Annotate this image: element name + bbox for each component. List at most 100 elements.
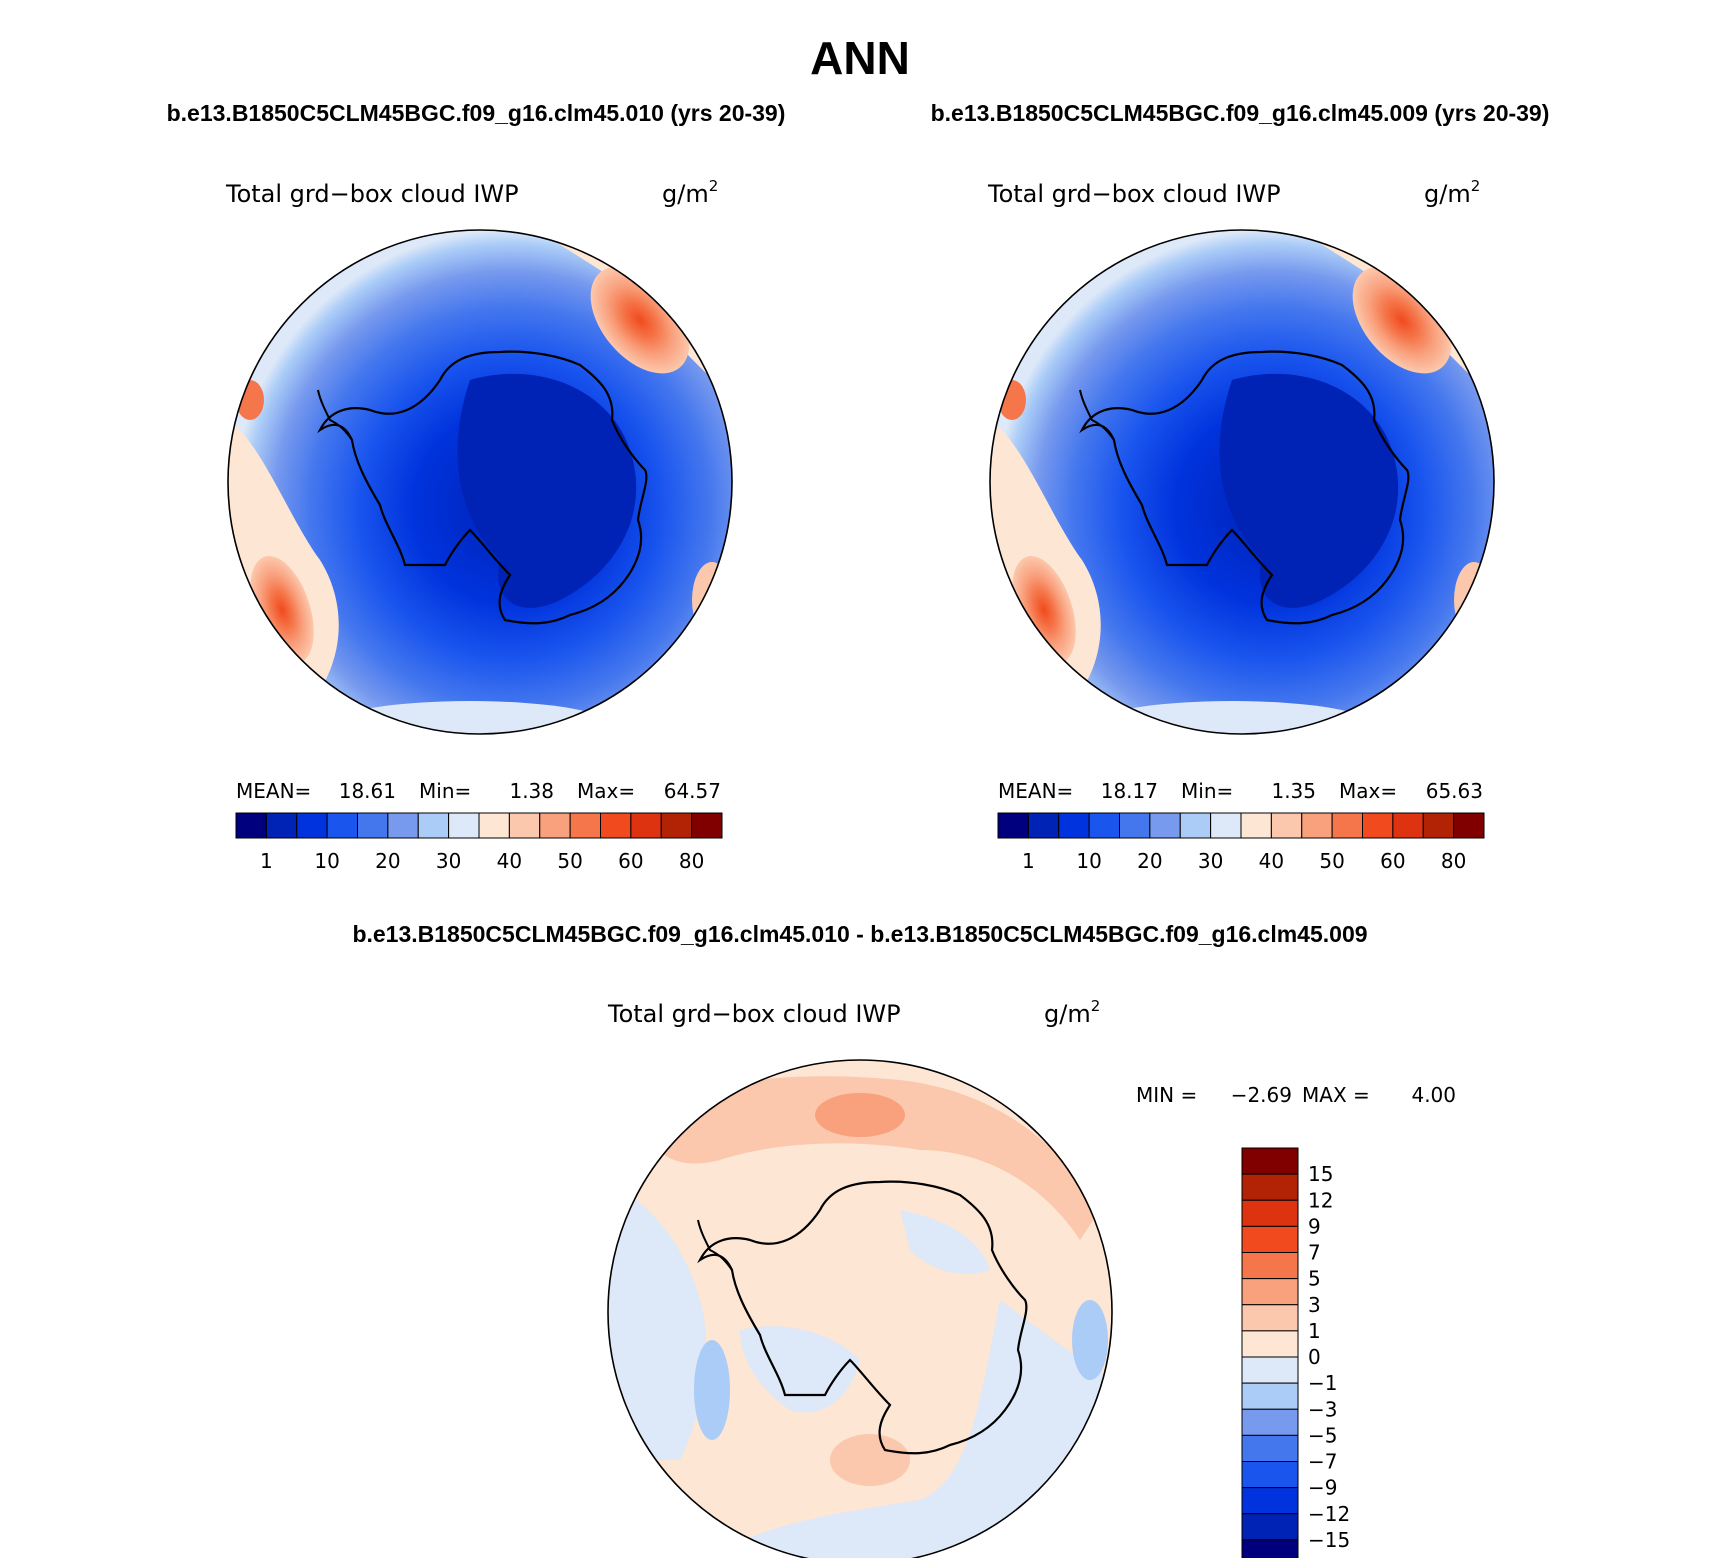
right-mean-value: 18.17: [1101, 779, 1158, 803]
left-peninsula-coastline: [317, 389, 353, 441]
diff-max-value: 4.00: [1411, 1083, 1456, 1107]
left-colorbar-swatch: [448, 812, 480, 839]
left-min-label: Min=: [419, 779, 471, 803]
right-edge-hotspot: [998, 380, 1026, 420]
left-case-title: b.e13.B1850C5CLM45BGC.f09_g16.clm45.010 …: [167, 100, 786, 126]
left-east-warm-spot: [692, 562, 732, 638]
left-stats-line: MEAN= 18.61 Min= 1.38 Max= 64.57: [236, 779, 721, 803]
left-colorbar-tick-label: 30: [436, 849, 461, 873]
right-east-warm-spot: [1454, 562, 1494, 638]
diff-units-label: g/m2: [1044, 997, 1100, 1028]
diff-south-positive-spot: [830, 1434, 910, 1486]
diff-east-negative-spot: [1072, 1300, 1108, 1380]
diff-colorbar-swatch: [1241, 1252, 1299, 1280]
diff-colorbar-tick-label: −1: [1308, 1371, 1337, 1395]
right-colorbar-tick-label: 80: [1441, 849, 1466, 873]
diff-min-label: MIN =: [1136, 1083, 1197, 1107]
left-max-value: 64.57: [664, 779, 721, 803]
right-colorbar-swatch: [1058, 812, 1090, 839]
right-colorbar-swatch: [1392, 812, 1424, 839]
left-colorbar-swatch: [478, 812, 510, 839]
right-case-title: b.e13.B1850C5CLM45BGC.f09_g16.clm45.009 …: [931, 100, 1550, 126]
right-colorbar-tick-label: 30: [1198, 849, 1223, 873]
right-colorbar-swatch: [1270, 812, 1303, 839]
diff-colorbar-swatch: [1241, 1225, 1299, 1253]
right-colorbar-tick-label: 40: [1259, 849, 1284, 873]
diff-colorbar-tick-label: −3: [1308, 1397, 1337, 1421]
left-variable-label: Total grd−box cloud IWP: [225, 180, 519, 208]
diff-case-title: b.e13.B1850C5CLM45BGC.f09_g16.clm45.010 …: [352, 921, 1367, 947]
diff-colorbar-swatch: [1241, 1330, 1299, 1358]
diff-colorbar-tick-label: 7: [1308, 1241, 1321, 1265]
diff-colorbar-tick-label: 0: [1308, 1345, 1321, 1369]
left-colorbar-swatch: [539, 812, 571, 839]
right-colorbar-swatch: [1088, 812, 1120, 839]
right-min-value: 1.35: [1271, 779, 1316, 803]
right-colorbar-swatch: [997, 812, 1029, 839]
diff-north-positive-band: [640, 1076, 1100, 1240]
diff-colorbar-swatch: [1241, 1487, 1299, 1515]
left-colorbar-swatch: [326, 812, 358, 839]
diff-west-negative-spot: [694, 1340, 730, 1440]
right-colorbar: 1 10 20 30 40 50 60 80: [997, 812, 1485, 873]
diff-map-panel: Total grd−box cloud IWP g/m2 MIN = −2.69…: [607, 997, 1456, 1558]
diff-colorbar-swatch: [1241, 1173, 1299, 1201]
diff-west-negative-band: [608, 1180, 707, 1460]
right-colorbar-tick-label: 10: [1076, 849, 1101, 873]
left-mean-label: MEAN=: [236, 779, 311, 803]
right-colorbar-swatch: [1179, 812, 1212, 839]
diff-colorbar-swatch: [1241, 1539, 1299, 1558]
diff-colorbar-tick-label: −9: [1308, 1476, 1337, 1500]
right-colorbar-tick-label: 1: [1022, 849, 1035, 873]
right-map-outline: [989, 229, 1495, 735]
right-mean-label: MEAN=: [998, 779, 1073, 803]
right-variable-label: Total grd−box cloud IWP: [987, 180, 1281, 208]
left-edge-hotspot: [236, 380, 264, 420]
left-colorbar-swatch: [357, 812, 389, 839]
right-colorbar-swatch: [1027, 812, 1060, 839]
left-colorbar-tick-label: 20: [375, 849, 400, 873]
right-south-pale-band: [1092, 701, 1372, 734]
left-colorbar-swatch: [296, 812, 328, 839]
left-colorbar-tick-label: 1: [260, 849, 273, 873]
diff-ross-negative-field: [740, 1326, 860, 1413]
diff-colorbar-tick-label: 12: [1308, 1188, 1333, 1212]
right-colorbar-tick-label: 20: [1137, 849, 1162, 873]
diff-colorbar-swatch: [1241, 1147, 1299, 1175]
right-inner-ice-field: [1219, 373, 1399, 608]
left-min-value: 1.38: [509, 779, 554, 803]
right-colorbar-swatch: [1453, 812, 1485, 839]
left-colorbar: 1 10 20 30 40 50 60 80: [235, 812, 723, 873]
figure-title: ANN: [810, 32, 910, 84]
left-colorbar-swatch: [600, 812, 632, 839]
diff-colorbar-swatch: [1241, 1356, 1299, 1384]
left-colorbar-tick-label: 50: [557, 849, 582, 873]
left-colorbar-tick-label: 60: [618, 849, 643, 873]
right-colorbar-swatch: [1210, 812, 1242, 839]
left-colorbar-tick-label: 10: [314, 849, 339, 873]
left-max-label: Max=: [577, 779, 635, 803]
left-colorbar-swatch: [417, 812, 450, 839]
diff-colorbar-swatch: [1241, 1408, 1299, 1436]
diff-colorbar-swatch: [1241, 1304, 1299, 1332]
diff-colorbar-tick-label: −7: [1308, 1450, 1337, 1474]
diff-colorbar-swatch: [1241, 1199, 1299, 1227]
right-min-label: Min=: [1181, 779, 1233, 803]
right-colorbar-swatch: [1422, 812, 1455, 839]
left-colorbar-swatch: [569, 812, 601, 839]
right-colorbar-swatch: [1119, 812, 1151, 839]
left-inner-ice-field: [457, 373, 637, 608]
right-max-label: Max=: [1339, 779, 1397, 803]
left-colorbar-tick-label: 40: [497, 849, 522, 873]
left-south-pale-band: [330, 701, 610, 734]
diff-min-value: −2.69: [1231, 1083, 1292, 1107]
diff-colorbar-tick-label: 3: [1308, 1293, 1321, 1317]
right-colorbar-tick-label: 60: [1380, 849, 1405, 873]
right-units-label: g/m2: [1424, 177, 1480, 208]
left-colorbar-swatch: [691, 812, 723, 839]
right-colorbar-swatch: [1362, 812, 1394, 839]
right-max-value: 65.63: [1426, 779, 1483, 803]
left-colorbar-swatch: [235, 812, 267, 839]
